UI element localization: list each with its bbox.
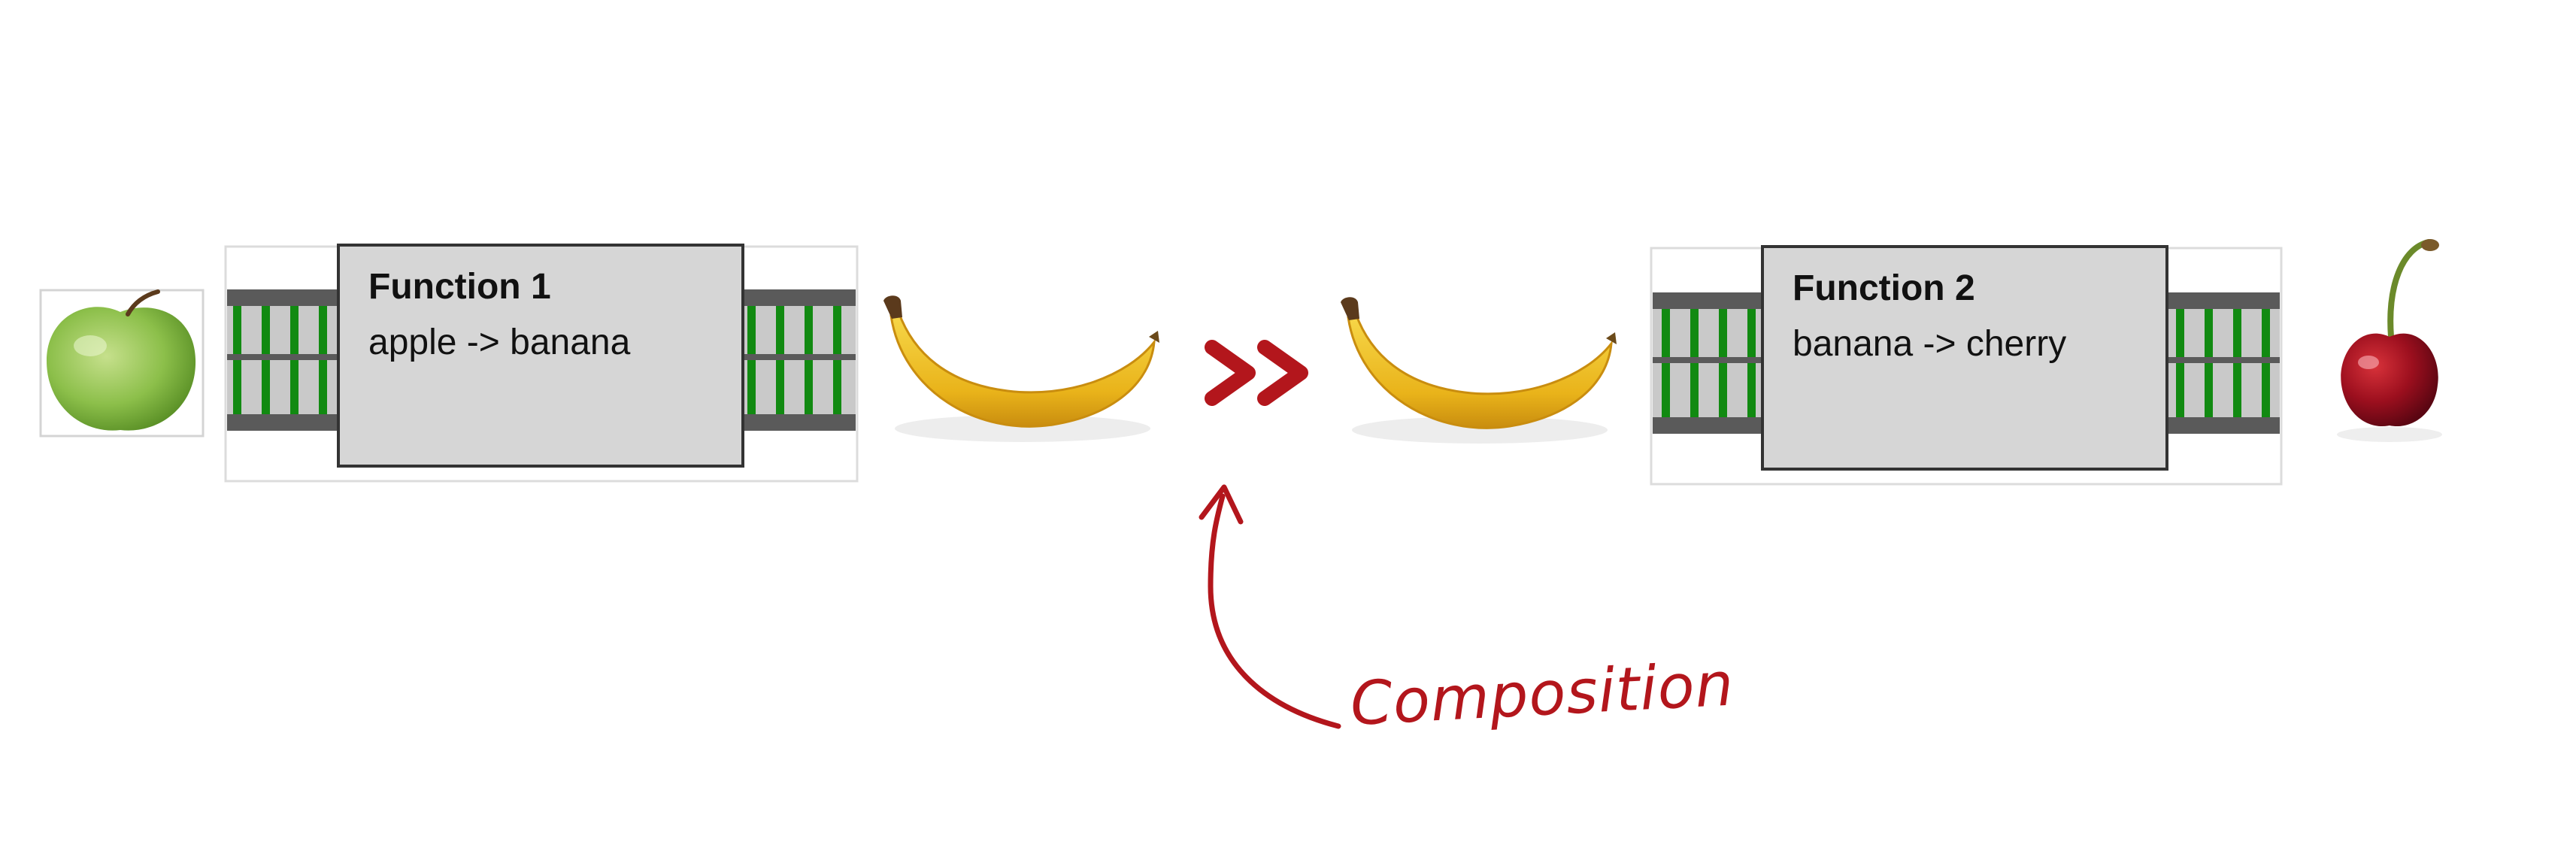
cherry-icon bbox=[2337, 239, 2442, 442]
function2-title: Function 2 bbox=[1793, 268, 1975, 308]
function1-signature: apple -> banana bbox=[368, 322, 631, 362]
annotation-arrow bbox=[1199, 484, 1341, 729]
operator-label: >> bbox=[1203, 338, 1308, 406]
banana-icon-2 bbox=[1341, 297, 1617, 444]
banana-icon-1 bbox=[883, 295, 1159, 442]
function1-title: Function 1 bbox=[368, 267, 551, 307]
apple-icon bbox=[39, 289, 205, 438]
function2-signature: banana -> cherry bbox=[1793, 324, 2067, 364]
compose-operator bbox=[1205, 340, 1308, 406]
function2-box bbox=[1761, 245, 2168, 471]
function1-box bbox=[337, 244, 744, 468]
